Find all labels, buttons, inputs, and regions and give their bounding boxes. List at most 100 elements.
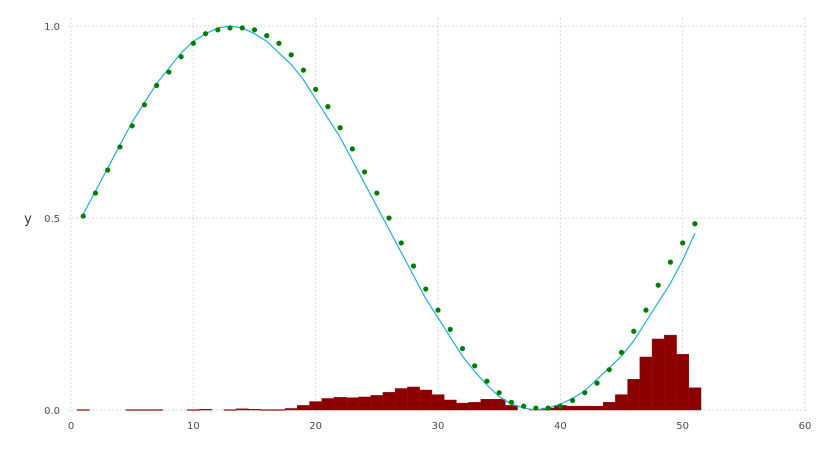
data-point bbox=[117, 144, 123, 150]
bar bbox=[590, 405, 604, 411]
data-point bbox=[459, 345, 466, 352]
data-point bbox=[374, 190, 380, 196]
data-point bbox=[166, 69, 172, 75]
bar bbox=[370, 395, 384, 411]
data-point bbox=[80, 213, 86, 219]
y-tick-label: 1.0 bbox=[44, 22, 60, 33]
bar bbox=[639, 356, 653, 411]
data-point bbox=[398, 240, 404, 246]
bar bbox=[492, 398, 506, 411]
data-point bbox=[313, 86, 319, 92]
point-series bbox=[80, 25, 698, 411]
bar bbox=[443, 399, 457, 411]
x-tick-label: 30 bbox=[432, 421, 445, 432]
data-point bbox=[325, 104, 331, 110]
bar bbox=[627, 379, 641, 411]
bar bbox=[272, 409, 286, 411]
bar bbox=[76, 409, 90, 411]
bar bbox=[199, 408, 212, 411]
bar bbox=[688, 387, 702, 411]
bar bbox=[566, 405, 579, 411]
data-point bbox=[178, 54, 184, 60]
bar bbox=[419, 389, 433, 411]
data-point bbox=[582, 390, 588, 396]
data-point bbox=[337, 125, 343, 131]
data-point bbox=[472, 363, 478, 369]
data-point bbox=[484, 378, 490, 384]
data-point bbox=[105, 167, 111, 173]
data-point bbox=[202, 31, 209, 37]
line-series bbox=[82, 25, 696, 411]
data-point bbox=[496, 390, 502, 396]
data-point bbox=[386, 215, 392, 221]
data-point bbox=[362, 169, 368, 175]
data-point bbox=[557, 403, 563, 409]
data-point bbox=[141, 102, 147, 108]
data-point bbox=[190, 40, 196, 46]
bar bbox=[346, 397, 359, 411]
bar bbox=[602, 402, 616, 411]
data-point bbox=[288, 52, 294, 58]
data-point bbox=[569, 397, 576, 403]
bar bbox=[480, 398, 494, 411]
x-axis-ticks: 0 10 20 30 40 50 60 bbox=[68, 421, 812, 432]
data-point bbox=[447, 326, 453, 332]
y-tick-label: 0.5 bbox=[44, 214, 60, 225]
bar bbox=[407, 386, 420, 411]
y-axis-ticks: 0.0 0.5 1.0 bbox=[44, 22, 60, 417]
bar bbox=[235, 408, 249, 411]
x-tick-label: 0 bbox=[68, 421, 74, 432]
bar bbox=[150, 409, 163, 411]
data-point bbox=[92, 190, 99, 196]
bar bbox=[676, 354, 690, 411]
bar bbox=[468, 402, 482, 411]
bar bbox=[358, 396, 371, 411]
x-tick-label: 20 bbox=[309, 421, 322, 432]
bar bbox=[138, 409, 151, 411]
bar bbox=[260, 409, 274, 411]
data-point bbox=[631, 328, 637, 334]
bar bbox=[125, 409, 139, 411]
data-point bbox=[643, 307, 649, 313]
bar bbox=[578, 405, 592, 411]
data-point bbox=[545, 405, 551, 411]
data-point bbox=[508, 399, 514, 405]
data-point bbox=[300, 67, 307, 73]
bar bbox=[456, 402, 469, 411]
data-point bbox=[349, 146, 355, 152]
grid bbox=[68, 18, 808, 414]
data-point bbox=[533, 405, 539, 411]
bar bbox=[651, 338, 665, 411]
bar bbox=[297, 405, 310, 411]
bar bbox=[321, 398, 335, 411]
x-tick-label: 60 bbox=[799, 421, 812, 432]
bar bbox=[664, 334, 677, 411]
x-tick-label: 40 bbox=[554, 421, 567, 432]
bar-series bbox=[76, 334, 702, 411]
y-tick-label: 0.0 bbox=[44, 406, 60, 417]
data-point bbox=[655, 282, 661, 288]
data-point bbox=[239, 25, 245, 31]
y-axis-label: y bbox=[24, 212, 32, 227]
data-point bbox=[154, 82, 160, 89]
data-point bbox=[594, 380, 600, 386]
bar bbox=[186, 409, 200, 411]
bar bbox=[284, 408, 298, 411]
data-point bbox=[618, 349, 625, 355]
data-point bbox=[276, 40, 282, 46]
x-tick-label: 50 bbox=[676, 421, 689, 432]
data-point bbox=[410, 263, 417, 269]
data-point bbox=[667, 259, 674, 265]
data-point bbox=[129, 123, 135, 129]
data-point bbox=[606, 367, 612, 373]
bar bbox=[309, 401, 323, 411]
data-point bbox=[227, 25, 233, 31]
bar bbox=[248, 408, 261, 411]
data-point bbox=[215, 27, 221, 33]
bar bbox=[394, 388, 408, 411]
x-tick-label: 10 bbox=[187, 421, 200, 432]
data-point bbox=[435, 307, 441, 313]
data-point bbox=[423, 286, 429, 292]
series-line bbox=[82, 25, 696, 411]
data-point bbox=[692, 221, 698, 227]
